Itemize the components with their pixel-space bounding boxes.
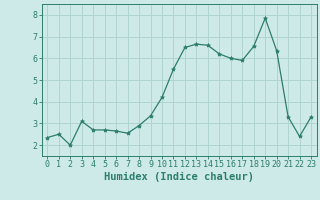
X-axis label: Humidex (Indice chaleur): Humidex (Indice chaleur) — [104, 172, 254, 182]
